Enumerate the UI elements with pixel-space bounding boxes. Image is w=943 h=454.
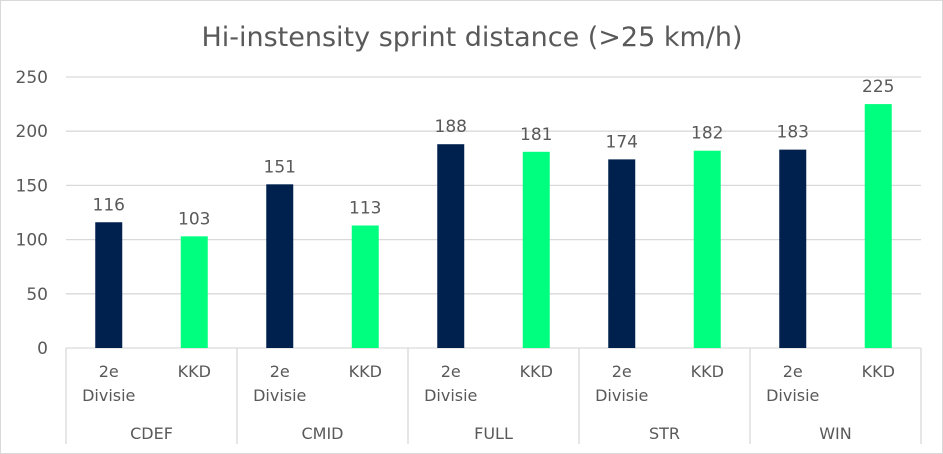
data-label: 113 xyxy=(349,199,381,219)
data-label: 182 xyxy=(691,124,723,144)
group-label: FULL xyxy=(474,424,513,443)
bar xyxy=(693,150,721,348)
y-tick-label: 100 xyxy=(16,231,48,251)
category-label: 2e xyxy=(270,362,290,381)
category-label: 2e xyxy=(99,362,119,381)
category-label: KKD xyxy=(691,362,724,381)
category-label: KKD xyxy=(520,362,553,381)
y-tick-label: 200 xyxy=(16,122,48,142)
bar xyxy=(522,151,550,348)
bar xyxy=(608,159,636,348)
data-label: 181 xyxy=(520,125,552,145)
data-label: 174 xyxy=(606,132,638,152)
chart-title: Hi-instensity sprint distance (>25 km/h) xyxy=(201,22,742,53)
group-label: CDEF xyxy=(130,424,173,443)
data-label: 103 xyxy=(178,209,210,229)
category-label: 2e xyxy=(441,362,461,381)
group-label: STR xyxy=(649,424,680,443)
category-label: KKD xyxy=(178,362,211,381)
category-label: Divisie xyxy=(766,386,819,405)
bar xyxy=(437,144,465,348)
category-label: Divisie xyxy=(253,386,306,405)
data-label: 151 xyxy=(264,157,296,177)
bar xyxy=(180,236,208,348)
data-label: 116 xyxy=(93,195,125,215)
category-label: Divisie xyxy=(595,386,648,405)
data-label: 188 xyxy=(435,117,467,137)
category-label: 2e xyxy=(783,362,803,381)
group-label: WIN xyxy=(819,424,852,443)
bar xyxy=(864,104,892,348)
category-label: 2e xyxy=(612,362,632,381)
bar xyxy=(95,222,123,348)
y-tick-label: 250 xyxy=(16,68,48,88)
y-tick-label: 0 xyxy=(37,339,48,359)
category-label: Divisie xyxy=(82,386,135,405)
category-label: KKD xyxy=(349,362,382,381)
bar xyxy=(266,184,294,348)
data-label: 183 xyxy=(777,123,809,143)
bar xyxy=(779,149,807,348)
data-label: 225 xyxy=(862,77,894,97)
category-label: Divisie xyxy=(424,386,477,405)
y-tick-label: 50 xyxy=(26,285,48,305)
bar xyxy=(351,225,379,348)
category-label: KKD xyxy=(862,362,895,381)
group-label: CMID xyxy=(301,424,343,443)
y-tick-label: 150 xyxy=(16,176,48,196)
